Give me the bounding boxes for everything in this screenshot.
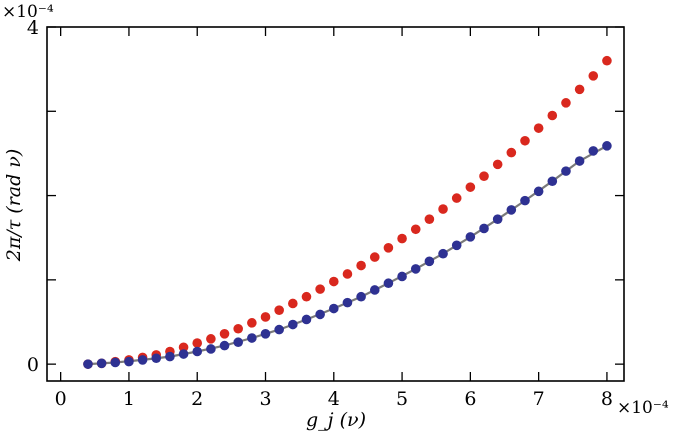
data-point [561,166,571,176]
data-point [247,318,257,328]
data-point [356,291,366,302]
data-point [274,324,284,335]
data-point [328,276,339,287]
data-point [288,298,298,309]
data-point [410,264,421,274]
data-point [451,240,462,251]
x-tick-label: 3 [259,388,271,410]
data-point [465,232,476,242]
data-point [178,349,189,359]
data-point [574,84,585,95]
data-point [438,204,448,214]
data-point [219,340,230,351]
data-point [479,223,489,234]
x-tick-label: 8 [601,388,613,410]
y-tick-label: 4 [27,17,39,39]
data-point [547,176,558,187]
data-point [206,344,216,354]
data-point [233,323,243,334]
data-point [192,338,203,348]
data-point [151,353,162,364]
x-tick-label: 5 [396,388,408,410]
y-axis-label: 2π/τ (rad ν) [3,149,25,263]
data-point [588,71,599,81]
x-tick-label: 4 [328,388,340,410]
data-point [315,309,325,320]
data-point [492,159,503,170]
x-tick-label: 2 [191,388,203,410]
data-points [83,55,612,369]
data-point [520,135,530,146]
data-point [369,285,380,295]
x-axis-multiplier: ×10⁻⁴ [617,398,669,418]
x-tick-label: 6 [464,388,476,410]
data-point [356,260,366,271]
y-axis-multiplier: ×10⁻⁴ [2,2,54,22]
data-point [588,146,599,156]
plot-frame [46,26,625,382]
data-point [506,147,517,158]
data-point [547,110,558,121]
data-point [315,284,325,294]
data-point [533,186,544,197]
data-point [342,297,353,308]
data-point [137,355,148,365]
data-point [124,356,134,367]
data-point [192,346,203,357]
data-point [260,329,271,339]
data-point [424,214,435,224]
data-point [83,359,93,369]
data-point [247,333,257,343]
data-point [397,233,407,244]
x-tick-label: 0 [55,388,67,410]
data-point [574,156,585,166]
x-tick-label: 1 [123,388,135,410]
x-tick-label: 7 [533,388,545,410]
data-point [178,342,189,353]
data-point [451,193,462,203]
data-point [165,351,175,362]
data-point [274,305,284,316]
data-point [110,357,121,368]
data-point [438,248,448,259]
data-point [397,271,407,282]
data-point [260,312,271,322]
data-point [233,337,243,348]
data-point [288,319,298,330]
data-point [383,278,394,289]
data-point [561,98,571,108]
data-point [410,224,421,235]
fit-line-group [87,144,608,366]
data-point [602,141,612,151]
fit-line [87,144,608,366]
data-point [506,205,517,215]
data-point [602,55,612,66]
data-point [301,314,312,325]
data-point [424,256,435,267]
data-point [96,358,107,369]
data-point [342,269,353,279]
axis-ticks: 0 1 2 3 4 5 6 7 8 0 4 [27,17,624,410]
series-0 [83,55,612,369]
data-point [533,123,544,133]
data-point [206,334,216,344]
data-point [520,195,530,206]
data-point [465,182,476,192]
y-tick-label: 0 [27,354,39,376]
data-point [492,214,503,224]
data-point [219,329,230,339]
data-point [328,303,339,314]
data-point [479,171,489,181]
data-point [301,291,312,302]
x-axis-label: g_j (ν) [306,409,366,431]
data-point [369,252,380,262]
series-1 [83,141,612,369]
data-point [383,243,394,253]
